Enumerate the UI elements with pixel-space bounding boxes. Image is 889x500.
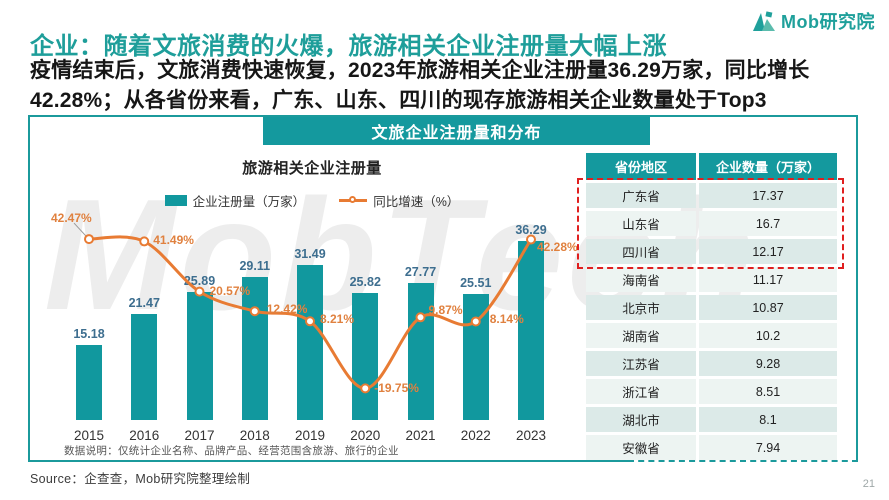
chart-title: 旅游相关企业注册量: [242, 160, 382, 177]
bar-2015: [76, 345, 102, 420]
table-cell: 16.7: [699, 211, 837, 236]
bar-legend-swatch-icon: [164, 195, 187, 206]
table-cell: 9.28: [699, 351, 837, 376]
x-tick-label: 2017: [184, 428, 215, 443]
table-cell: 广东省: [586, 183, 696, 208]
x-tick-label: 2021: [405, 428, 436, 443]
card-border-bottom-dashed: [628, 460, 858, 462]
table-header-cell: 省份地区: [586, 153, 696, 180]
table-cell: 浙江省: [586, 379, 696, 404]
table-cell: 山东省: [586, 211, 696, 236]
line-legend-swatch-icon: [339, 196, 368, 203]
legend-item-line: 同比增速（%）: [339, 191, 459, 210]
content-card: MobTech 文旅企业注册量和分布 旅游相关企业注册量 企业注册量（万家） 同…: [28, 115, 858, 462]
table-cell: 海南省: [586, 267, 696, 292]
bar-2023: [518, 241, 544, 420]
table-cell: 安徽省: [586, 435, 696, 460]
logo-text: Mob研究院: [781, 12, 875, 32]
table-cell: 湖南省: [586, 323, 696, 348]
page-title: 企业：随着文旅消费的火爆，旅游相关企业注册量大幅上涨: [30, 33, 667, 60]
table-cell: 湖北市: [586, 407, 696, 432]
bar-value-label: 31.49: [294, 246, 326, 261]
table-cell: 江苏省: [586, 351, 696, 376]
line-marker-icon: [349, 196, 357, 203]
combo-chart: 15.18 2015 21.47 2016 25.89 2017 29.11 2018 31.4…: [30, 117, 590, 462]
line-point-label: 8.14%: [489, 312, 524, 327]
x-tick-label: 2016: [129, 428, 160, 443]
bar-2016: [131, 314, 158, 420]
x-tick-label: 2022: [460, 428, 491, 443]
x-tick-label: 2019: [294, 428, 326, 443]
table-cell: 7.94: [699, 435, 837, 460]
line-point-label: 41.49%: [153, 233, 194, 248]
bar-value-label: 15.18: [73, 327, 105, 342]
table-cell: 12.17: [699, 239, 837, 264]
table-cell: 17.37: [699, 183, 837, 208]
page-number: 21: [862, 478, 875, 490]
bar-2019: [297, 264, 323, 420]
table-cell: 8.51: [699, 379, 837, 404]
x-tick-label: 2015: [73, 428, 105, 443]
line-point-label: 12.42%: [266, 302, 308, 317]
bar-2017: [186, 292, 213, 420]
table-cell: 四川省: [586, 239, 696, 264]
section-banner: 文旅企业注册量和分布: [263, 117, 650, 145]
chart-note: 数据说明：仅统计企业名称、品牌产品、经营范围含旅游、旅行的企业: [64, 445, 399, 457]
bar-2020: [352, 292, 379, 420]
logo: Mob研究院: [752, 8, 875, 34]
x-tick-label: 2020: [350, 428, 381, 443]
table-cell: 8.1: [699, 407, 837, 432]
table-cell: 10.2: [699, 323, 837, 348]
bar-2018: [241, 276, 268, 420]
table-cell: 北京市: [586, 295, 696, 320]
bar-value-label: 25.51: [460, 276, 492, 291]
line-point-label: 42.28%: [537, 239, 578, 254]
card-border-bottom-solid: [28, 460, 628, 462]
table-cell: 11.17: [699, 267, 837, 292]
line-point-label: -19.75%: [374, 381, 419, 396]
x-tick-label: 2018: [239, 428, 270, 443]
table-cell: 10.87: [699, 295, 837, 320]
bar-value-label: 36.29: [515, 223, 547, 238]
bar-legend-label: 企业注册量（万家）: [192, 195, 306, 209]
line-point-label: 20.57%: [209, 283, 251, 298]
bar-value-label: 21.47: [128, 296, 160, 311]
line-point-label: 8.21%: [320, 312, 355, 327]
mob-logo-icon: [753, 11, 776, 31]
source-note: Source：企查查，Mob研究院整理绘制: [30, 472, 251, 486]
page-subtitle: 疫情结束后，文旅消费快速恢复，2023年旅游相关企业注册量36.29万家，同比增…: [30, 59, 810, 112]
table-header-cell: 企业数量（万家）: [699, 153, 837, 180]
x-tick-label: 2023: [515, 428, 547, 443]
line-legend-label: 同比增速（%）: [373, 195, 460, 209]
bar-2022: [462, 294, 489, 420]
chart-legend: 企业注册量（万家） 同比增速（%）: [62, 191, 562, 210]
province-table: 省份地区 企业数量（万家） 广东省 17.37 山东省 16.7 四川省 12.17 海南省 11…: [586, 153, 837, 460]
line-point-label: 9.87%: [428, 303, 463, 318]
line-point-label: 42.47%: [51, 211, 92, 226]
legend-item-bars: 企业注册量（万家）: [164, 191, 306, 210]
